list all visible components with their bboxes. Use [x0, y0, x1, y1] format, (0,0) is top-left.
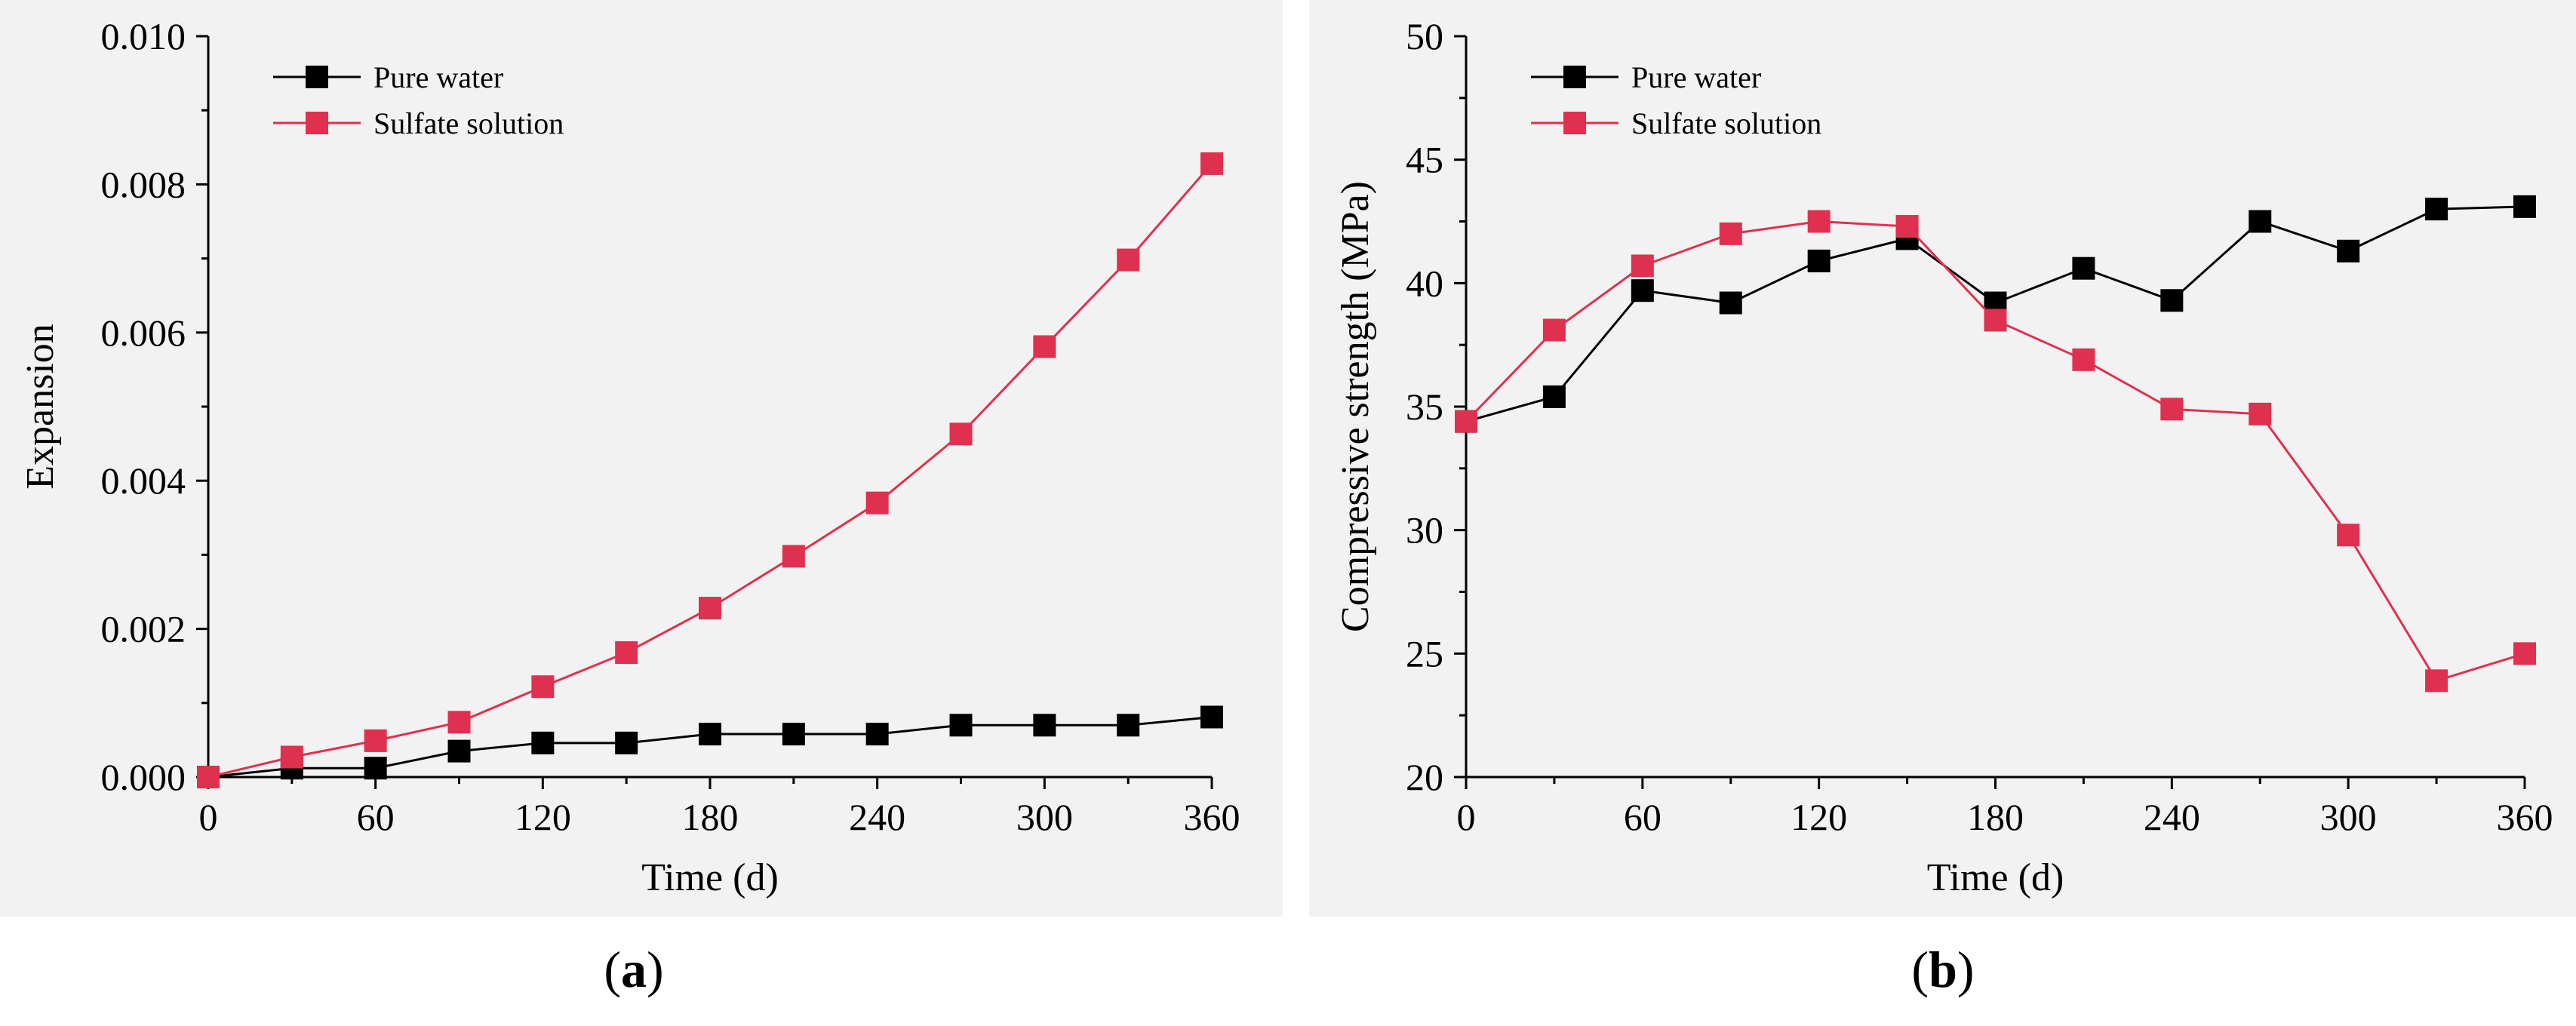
x-tick-label: 180 [682, 796, 739, 838]
data-point-pure-water [2513, 195, 2536, 218]
y-tick-label: 0.008 [101, 163, 186, 205]
x-tick-label: 360 [1184, 796, 1240, 838]
data-point-pure-water [782, 723, 805, 746]
data-point-sulfate-solution [2425, 669, 2448, 693]
y-tick-label: 0.004 [101, 459, 186, 502]
legend-label-pure-water: Pure water [1631, 60, 1761, 94]
data-point-pure-water [1719, 291, 1742, 315]
x-tick-label: 60 [357, 796, 395, 838]
data-point-pure-water [2337, 239, 2360, 263]
data-point-pure-water [1033, 714, 1056, 737]
y-tick-label: 0.006 [101, 312, 186, 354]
panel-caption-a: (a) [604, 941, 663, 998]
data-point-pure-water [2160, 289, 2184, 312]
data-point-sulfate-solution [865, 491, 889, 515]
data-point-sulfate-solution [280, 745, 303, 769]
data-point-pure-water [865, 723, 889, 746]
x-tick-label: 120 [1791, 796, 1847, 838]
data-point-sulfate-solution [2513, 642, 2536, 665]
data-point-sulfate-solution [1117, 248, 1140, 272]
chart-panel-a: 0 60 120 180 240 300 360 0.000 0.002 0.004 0.006 0.… [0, 0, 1283, 998]
panel-caption-b: (b) [1911, 941, 1974, 998]
x-tick-label: 0 [199, 796, 218, 838]
data-point-sulfate-solution [782, 545, 805, 568]
data-point-pure-water [1542, 385, 1566, 408]
x-tick-label: 180 [1967, 796, 2024, 838]
y-tick-label: 50 [1406, 15, 1443, 57]
y-tick-label: 30 [1406, 509, 1443, 551]
data-point-pure-water [1117, 714, 1140, 737]
data-point-pure-water [1200, 705, 1223, 729]
y-axis-title: Expansion [19, 324, 62, 490]
data-point-pure-water [2425, 198, 2448, 221]
legend-marker-sulfate-solution [1563, 112, 1586, 134]
chart-panel-b: 0 60 120 180 240 300 360 20 25 30 35 40 45 50 Time (d)… [1309, 0, 2576, 998]
data-point-pure-water [1631, 279, 1654, 303]
y-tick-label: 45 [1406, 139, 1443, 181]
data-point-pure-water [531, 731, 555, 754]
data-point-pure-water [364, 757, 387, 780]
data-point-sulfate-solution [531, 675, 555, 699]
x-axis-title: Time (d) [1927, 856, 2064, 899]
legend-label-sulfate-solution: Sulfate solution [373, 106, 564, 140]
data-point-sulfate-solution [949, 422, 973, 446]
x-tick-label: 300 [2320, 796, 2377, 838]
data-point-sulfate-solution [2249, 402, 2272, 425]
data-point-sulfate-solution [1984, 309, 2007, 332]
panel-background [1309, 0, 2576, 917]
data-point-pure-water [447, 739, 471, 763]
x-tick-label: 240 [849, 796, 905, 838]
data-point-sulfate-solution [1033, 335, 1056, 358]
x-tick-label: 360 [2497, 796, 2553, 838]
y-axis-title: Compressive strength (MPa) [1334, 181, 1377, 632]
legend-label-sulfate-solution: Sulfate solution [1631, 106, 1821, 140]
data-point-sulfate-solution [615, 641, 638, 665]
data-point-pure-water [2072, 256, 2095, 280]
data-point-sulfate-solution [447, 711, 471, 734]
y-tick-label: 0.010 [101, 15, 186, 57]
data-point-pure-water [2249, 210, 2272, 233]
data-point-sulfate-solution [2072, 348, 2095, 371]
y-tick-label: 35 [1406, 386, 1443, 428]
data-point-sulfate-solution [1200, 152, 1223, 175]
data-point-sulfate-solution [2337, 524, 2360, 547]
data-point-pure-water [699, 723, 721, 746]
data-point-sulfate-solution [1807, 210, 1831, 233]
data-point-sulfate-solution [1895, 215, 1919, 238]
legend-marker-sulfate-solution [306, 112, 328, 134]
data-point-pure-water [949, 714, 973, 737]
data-point-sulfate-solution [1455, 410, 1477, 433]
legend-label-pure-water: Pure water [373, 60, 503, 94]
data-point-sulfate-solution [197, 766, 220, 788]
y-tick-label: 20 [1406, 756, 1443, 798]
data-point-sulfate-solution [699, 597, 721, 620]
x-tick-label: 240 [2144, 796, 2200, 838]
legend-marker-pure-water [306, 66, 328, 88]
data-point-pure-water [1807, 249, 1831, 272]
x-tick-label: 300 [1016, 796, 1073, 838]
data-point-pure-water [615, 731, 638, 754]
y-tick-label: 0.002 [101, 608, 186, 650]
x-tick-label: 0 [1457, 796, 1476, 838]
y-tick-label: 40 [1406, 262, 1443, 304]
data-point-sulfate-solution [1631, 254, 1654, 278]
y-tick-label: 0.000 [101, 756, 186, 798]
y-tick-label: 25 [1406, 632, 1443, 674]
legend-marker-pure-water [1563, 66, 1586, 88]
data-point-sulfate-solution [2160, 398, 2184, 421]
x-tick-label: 60 [1624, 796, 1661, 838]
panel-background [0, 0, 1283, 917]
data-point-sulfate-solution [364, 729, 387, 752]
x-tick-label: 120 [515, 796, 571, 838]
data-point-sulfate-solution [1719, 222, 1742, 245]
x-axis-title: Time (d) [641, 856, 779, 899]
data-point-sulfate-solution [1542, 318, 1566, 342]
